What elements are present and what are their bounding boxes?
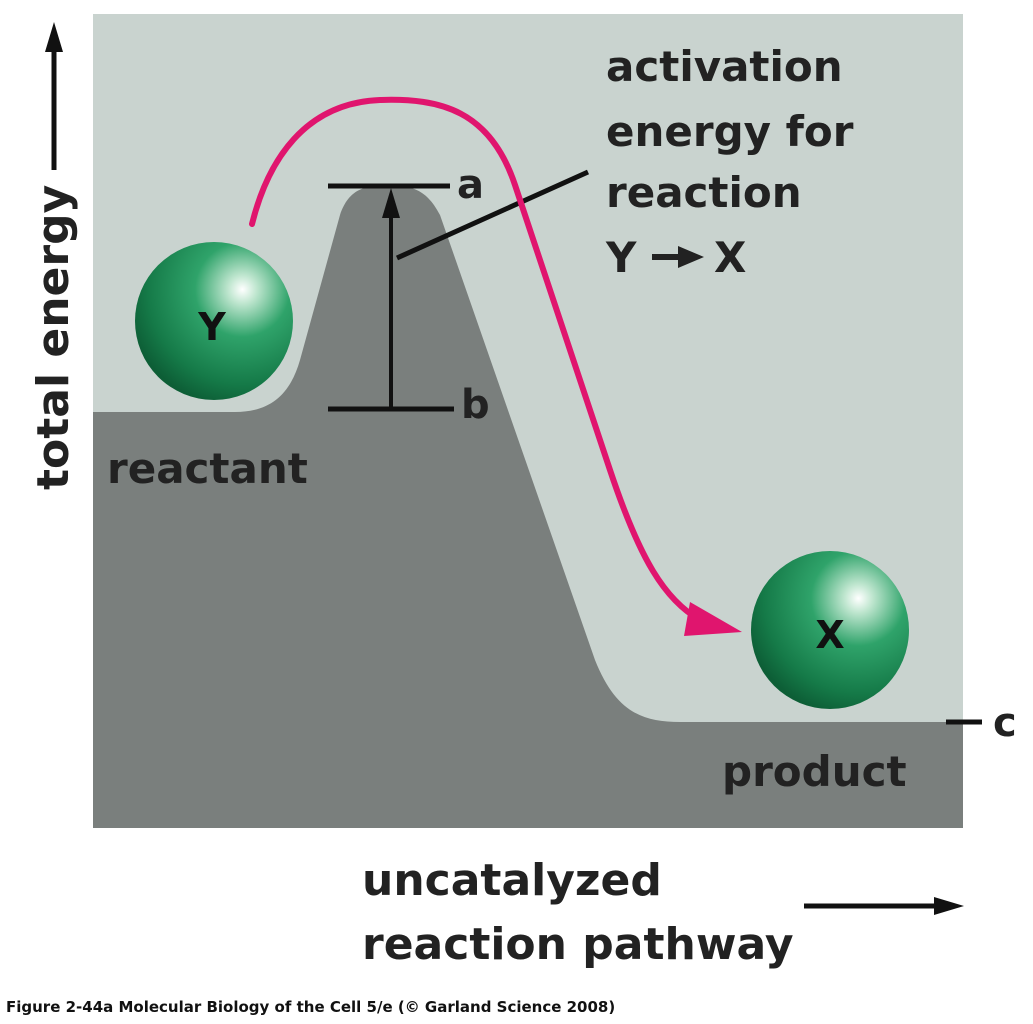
product-label: product [722, 747, 907, 796]
annotation-line-1: activation [606, 42, 843, 91]
x-axis-label-line-2: reaction pathway [362, 919, 794, 970]
annotation-line-2: energy for [606, 107, 854, 156]
activation-arrowhead [382, 188, 400, 218]
y-axis-arrowhead [45, 22, 63, 52]
level-label-c: c [993, 700, 1017, 746]
x-axis-arrowhead [934, 897, 964, 915]
level-label-b: b [461, 382, 490, 428]
reactant-label: reactant [107, 444, 308, 493]
energy-landscape [93, 185, 963, 828]
annotation-line-3: reaction [606, 168, 802, 217]
y-axis-label: total energy [28, 185, 79, 490]
annotation-reaction-arrowhead [678, 246, 704, 268]
pathway-arrowhead [684, 602, 742, 636]
reaction-pathway-arrow [249, 96, 703, 623]
annotation-to: X [714, 233, 746, 282]
level-label-a: a [457, 162, 484, 208]
reactant-symbol: Y [197, 305, 226, 349]
x-axis-label-line-1: uncatalyzed [362, 855, 662, 906]
reactant-molecule [135, 242, 293, 400]
annotation-pointer [395, 169, 590, 261]
figure-caption: Figure 2-44a Molecular Biology of the Ce… [6, 998, 616, 1016]
product-molecule [751, 551, 909, 709]
product-symbol: X [815, 613, 844, 657]
annotation-from: Y [605, 233, 637, 282]
